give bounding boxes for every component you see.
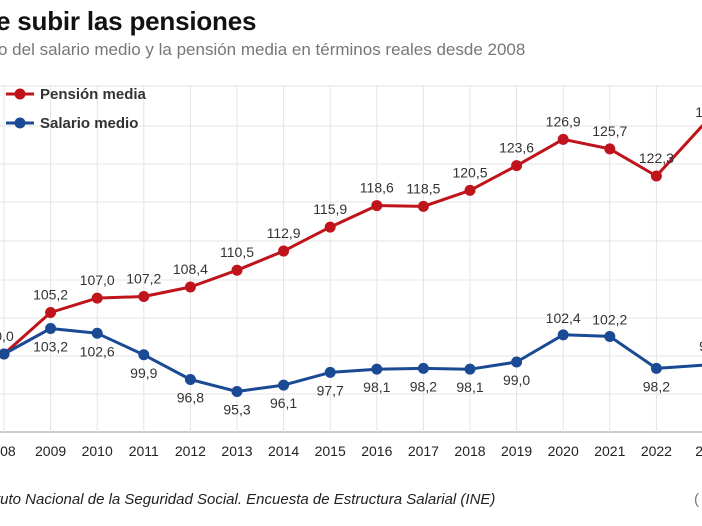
legend-label: Salario medio — [40, 115, 138, 132]
data-point — [91, 327, 103, 339]
data-point — [324, 221, 336, 233]
x-tick-label: 2010 — [82, 443, 113, 459]
data-point — [138, 291, 150, 303]
data-label: 98,2 — [410, 378, 437, 394]
data-label: 105,2 — [33, 287, 68, 303]
data-point — [138, 349, 150, 361]
data-point — [464, 363, 476, 375]
data-label: 99,0 — [503, 372, 530, 388]
series-line-1 — [3, 327, 702, 393]
data-label: 112,9 — [267, 225, 301, 241]
data-point — [278, 245, 290, 257]
legend-swatch-dot — [14, 88, 26, 100]
legend-label: Pensión media — [40, 86, 147, 103]
data-point — [371, 200, 383, 212]
data-label: 125,7 — [592, 123, 627, 139]
data-point — [231, 386, 243, 398]
data-point — [417, 362, 429, 374]
chart-title: e subir las pensiones — [0, 6, 257, 36]
data-label: 126,9 — [546, 113, 581, 129]
legend: Pensión media Salario medio — [6, 86, 147, 132]
data-label: 123,6 — [499, 140, 534, 156]
data-label: 118,5 — [406, 180, 440, 196]
x-tick-label: 2019 — [501, 443, 532, 459]
x-tick-label: 2015 — [315, 443, 346, 459]
data-label: 97,7 — [317, 382, 344, 398]
x-tick-label: 2017 — [408, 443, 439, 459]
data-label: 96,8 — [177, 390, 204, 406]
data-point — [278, 379, 290, 391]
x-tick-label: 2009 — [35, 443, 66, 459]
data-labels: 0,0 105,2 107,0 107,2 108,4 110,5 112,9 115,9 11… — [0, 104, 702, 418]
legend-swatch-dot — [14, 117, 26, 129]
data-label: 107,0 — [80, 272, 115, 288]
data-point — [417, 200, 429, 212]
data-label: 122,3 — [639, 150, 674, 166]
data-label: 98,1 — [456, 379, 483, 395]
x-tick-label: 2011 — [129, 443, 159, 459]
x-tick-label: 008 — [0, 443, 16, 459]
data-label: 95,3 — [223, 402, 250, 418]
data-label: 102,4 — [546, 310, 581, 326]
data-point — [557, 133, 569, 145]
chart-subtitle: o del salario medio y la pensión media e… — [0, 40, 526, 59]
series-points — [0, 133, 662, 398]
data-label: 115,9 — [313, 201, 347, 217]
data-label: 108,4 — [173, 261, 208, 277]
x-tick-label: 2022 — [641, 443, 672, 459]
data-point — [184, 281, 196, 293]
data-point — [91, 292, 103, 304]
data-label: 9 — [699, 338, 702, 354]
data-point — [45, 322, 57, 334]
data-label: 96,1 — [270, 395, 297, 411]
data-point — [45, 307, 57, 319]
data-label: 102,2 — [592, 311, 627, 327]
series-line-0 — [3, 123, 702, 356]
data-label: 98,2 — [643, 378, 670, 394]
data-point — [604, 143, 616, 155]
corner-mark: ( — [694, 491, 699, 508]
data-point — [511, 356, 523, 368]
data-label: 103,2 — [33, 338, 68, 354]
data-point — [604, 330, 616, 342]
data-point — [557, 329, 569, 341]
data-point — [650, 170, 662, 182]
data-point — [184, 374, 196, 386]
grid-lines — [0, 85, 702, 433]
x-tick-label: 2021 — [594, 443, 625, 459]
data-label: 98,1 — [363, 379, 390, 395]
x-axis: 008 2009 2010 2011 2012 2013 2014 2015 2016 2017 2… — [0, 443, 702, 459]
x-tick-label: 20 — [695, 443, 702, 459]
data-label: 99,9 — [130, 365, 157, 381]
data-point — [464, 184, 476, 196]
data-label: 12 — [695, 104, 702, 120]
data-label: 120,5 — [452, 164, 487, 180]
data-point — [511, 160, 523, 172]
data-label: 110,5 — [220, 244, 254, 260]
data-point — [650, 362, 662, 374]
data-label: 102,6 — [80, 343, 115, 359]
x-tick-label: 2020 — [548, 443, 579, 459]
x-tick-label: 2013 — [221, 443, 252, 459]
data-point — [324, 366, 336, 378]
x-tick-label: 2012 — [175, 443, 206, 459]
data-point — [371, 363, 383, 375]
data-label: 107,2 — [126, 271, 161, 287]
x-tick-label: 2014 — [268, 443, 299, 459]
data-point — [0, 348, 10, 360]
data-label: 0,0 — [0, 328, 14, 344]
data-label: 118,6 — [360, 180, 394, 196]
source-note: tuto Nacional de la Seguridad Social. En… — [0, 491, 496, 508]
x-tick-label: 2016 — [361, 443, 392, 459]
data-point — [231, 264, 243, 276]
series-lines — [3, 123, 702, 393]
x-tick-label: 2018 — [454, 443, 485, 459]
